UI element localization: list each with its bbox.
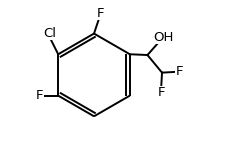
Text: F: F bbox=[176, 65, 183, 78]
Text: F: F bbox=[157, 86, 165, 99]
Text: F: F bbox=[36, 89, 43, 102]
Text: OH: OH bbox=[153, 31, 174, 44]
Text: F: F bbox=[97, 7, 105, 20]
Text: Cl: Cl bbox=[43, 27, 56, 40]
